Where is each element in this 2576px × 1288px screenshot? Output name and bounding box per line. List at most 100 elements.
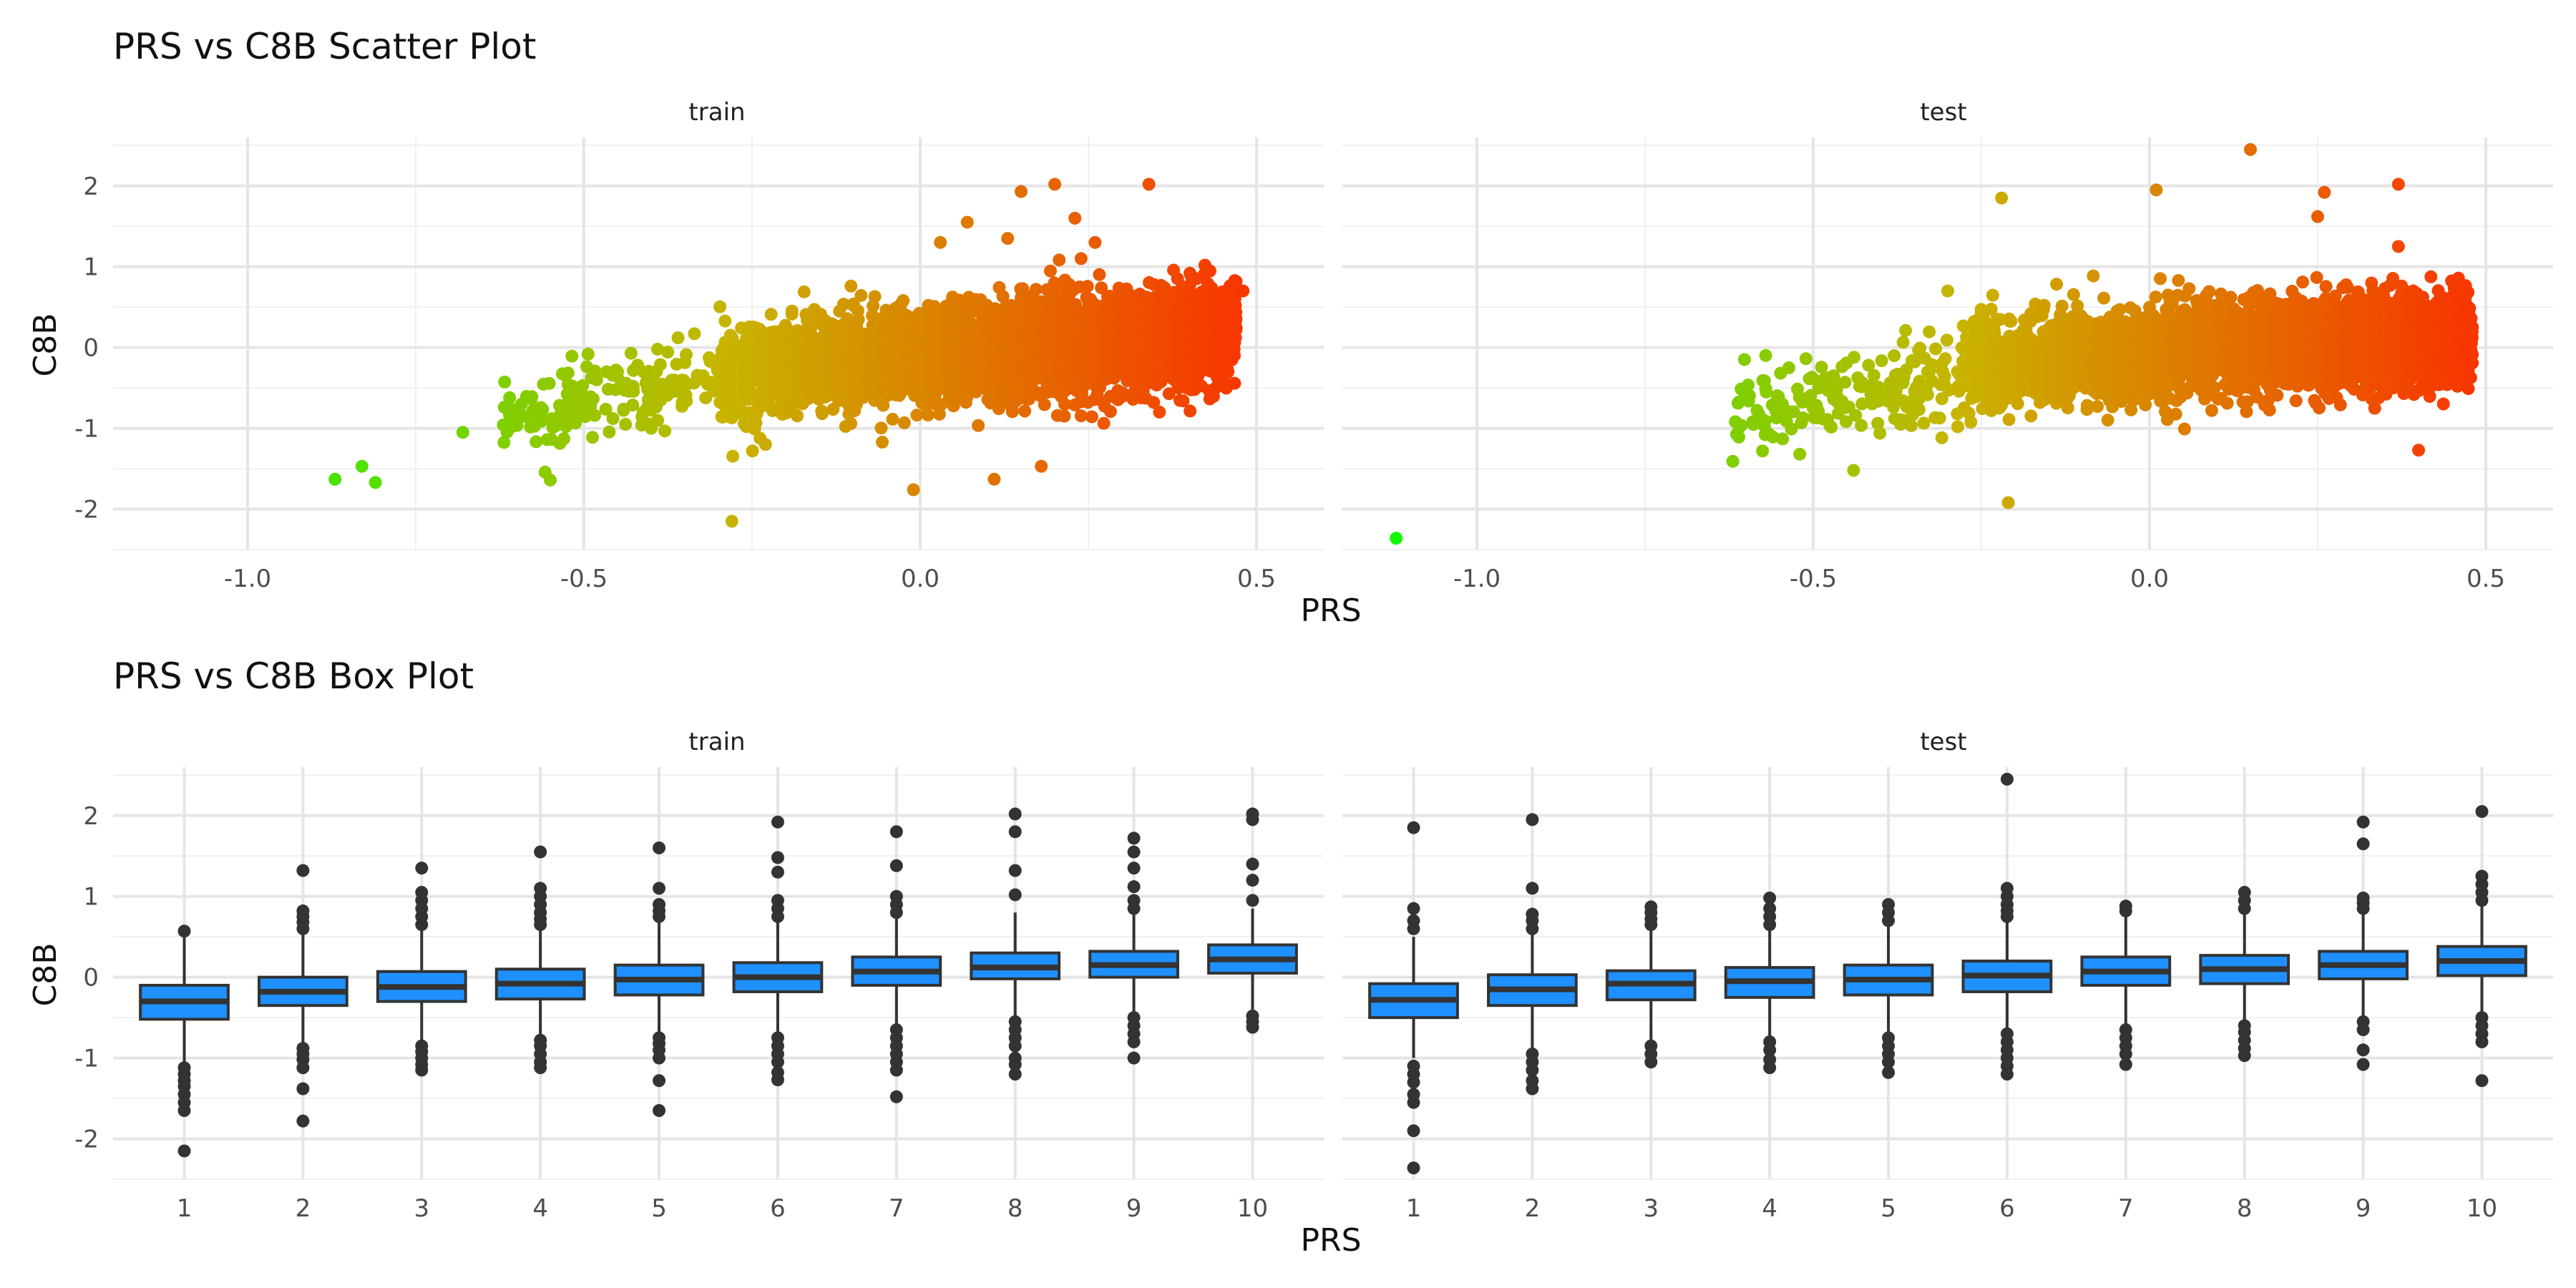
- scatter-point: [581, 347, 595, 361]
- scatter-point: [565, 379, 579, 393]
- x-tick-label: 0.5: [1237, 565, 1276, 593]
- scatter-point: [1228, 376, 1241, 390]
- scatter-point: [1759, 348, 1772, 362]
- scatter-point: [1038, 398, 1051, 411]
- scatter-point: [886, 412, 899, 426]
- scatter-point: [921, 409, 935, 422]
- scatter-point: [1153, 405, 1166, 419]
- scatter-point: [2037, 298, 2051, 312]
- scatter-point: [1018, 404, 1032, 418]
- scatter-point: [2067, 288, 2080, 301]
- scatter-point: [369, 476, 382, 489]
- scatter-point: [726, 449, 740, 463]
- scatter-point: [1074, 252, 1088, 265]
- scatter-point: [1951, 420, 1964, 434]
- scatter-point: [1735, 419, 1748, 432]
- scatter-point: [497, 436, 511, 449]
- scatter-point: [718, 314, 732, 328]
- scatter-point: [2097, 291, 2111, 305]
- scatter-point: [972, 419, 985, 432]
- scatter-point: [746, 444, 759, 458]
- scatter-point: [1097, 416, 1111, 430]
- scatter-point: [791, 409, 804, 423]
- scatter-point: [542, 376, 556, 390]
- scatter-point: [586, 431, 600, 444]
- scatter-point: [671, 331, 685, 345]
- scatter-point: [1726, 454, 1740, 468]
- scatter-point: [833, 304, 847, 318]
- scatter-point: [1029, 283, 1043, 296]
- scatter-point: [680, 394, 693, 408]
- scatter-point: [874, 421, 888, 435]
- scatter-point: [713, 300, 727, 313]
- scatter-point: [2002, 413, 2016, 426]
- scatter-point: [1088, 235, 1102, 249]
- scatter-point: [544, 473, 557, 487]
- scatter-point: [844, 416, 858, 430]
- scatter-point: [1855, 419, 1868, 432]
- x-tick-label: -1.0: [224, 565, 271, 593]
- scatter-point: [1756, 444, 1770, 458]
- y-tick-label: 0: [83, 334, 99, 363]
- scatter-point: [530, 435, 543, 449]
- scatter-point: [907, 483, 920, 497]
- scatter-point: [2024, 409, 2038, 423]
- scatter-point: [590, 373, 603, 386]
- scatter-point: [602, 425, 616, 439]
- x-tick-label: -0.5: [1790, 565, 1837, 593]
- scatter-point: [1228, 348, 1241, 362]
- scatter-point: [624, 346, 638, 360]
- scatter-point: [2055, 299, 2069, 313]
- scatter-point: [868, 290, 882, 303]
- scatter-point: [876, 435, 889, 449]
- scatter-point: [588, 409, 602, 422]
- scatter-point: [355, 459, 369, 473]
- scatter-point: [1053, 253, 1066, 267]
- scatter-point: [1221, 365, 1235, 379]
- scatter-x-axis-label: PRS: [1300, 592, 1361, 629]
- scatter-point: [328, 472, 342, 486]
- scatter-point: [852, 313, 865, 326]
- x-tick-label: 0.0: [2130, 565, 2169, 593]
- scatter-point: [557, 432, 571, 446]
- scatter-point: [651, 342, 665, 356]
- scatter-point: [653, 358, 667, 371]
- scatter-point: [897, 416, 911, 429]
- scatter-point: [1964, 415, 1978, 429]
- scatter-point: [987, 472, 1001, 486]
- scatter-point: [1068, 211, 1082, 225]
- scatter-point: [576, 379, 590, 392]
- scatter-point: [611, 365, 624, 379]
- scatter-point: [844, 279, 858, 293]
- scatter-point: [456, 426, 469, 439]
- scatter-point: [797, 285, 811, 298]
- scatter-point: [854, 288, 868, 302]
- scatter-point: [1875, 354, 1888, 368]
- scatter-strip-test: test: [1920, 98, 1966, 127]
- scatter-point: [1873, 426, 1887, 440]
- scatter-point: [536, 403, 550, 416]
- x-tick-label: 0.5: [2467, 565, 2505, 593]
- scatter-point: [758, 438, 772, 452]
- scatter-point: [680, 348, 693, 361]
- scatter-point: [1825, 420, 1838, 434]
- scatter-point: [1093, 268, 1106, 281]
- scatter-point: [1035, 459, 1048, 473]
- scatter-point: [1080, 280, 1094, 293]
- scatter-point: [2061, 401, 2074, 415]
- scatter-title: PRS vs C8B Scatter Plot: [113, 26, 537, 67]
- scatter-point: [561, 366, 575, 380]
- scatter-point: [1986, 288, 1999, 302]
- scatter-point: [1848, 351, 1861, 364]
- scatter-point: [498, 375, 512, 389]
- scatter-point: [1938, 352, 1952, 366]
- scatter-point: [1799, 352, 1813, 366]
- scatter-point: [1921, 388, 1934, 401]
- scatter-point: [2087, 269, 2100, 283]
- scatter-point: [565, 349, 579, 363]
- scatter-point: [1899, 323, 1913, 337]
- scatter-point: [764, 308, 778, 321]
- scatter-point: [1058, 409, 1071, 423]
